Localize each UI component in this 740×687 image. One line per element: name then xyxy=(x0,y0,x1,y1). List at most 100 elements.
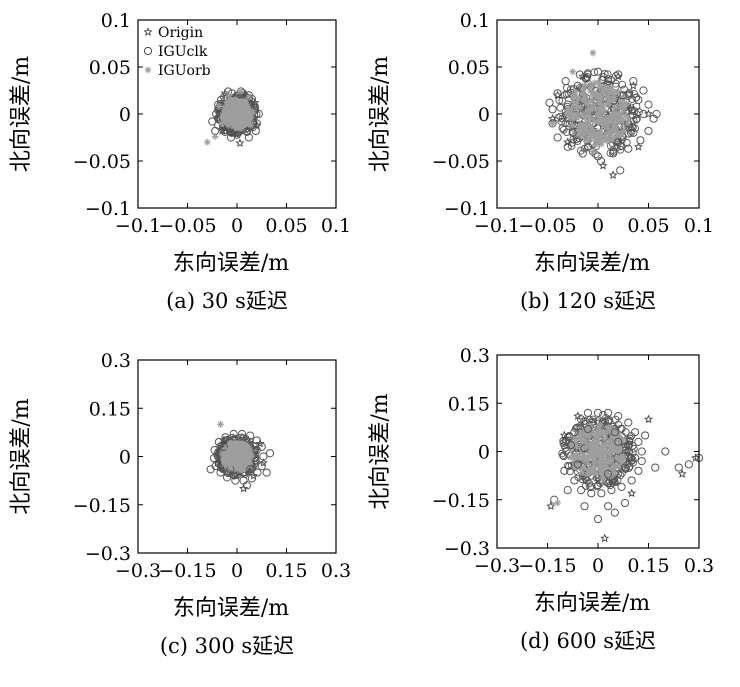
data-point-clk-dense xyxy=(599,411,607,419)
y-tick-label: 0.05 xyxy=(448,57,490,79)
data-point-iguorb xyxy=(604,101,612,108)
data-point-iguorb xyxy=(211,133,219,140)
data-point-iguclk xyxy=(246,431,255,440)
x-tick-label: 0 xyxy=(231,215,243,237)
data-point-iguorb xyxy=(241,459,249,467)
data-point-clk-dense xyxy=(581,482,590,490)
data-point-iguorb xyxy=(594,91,602,99)
data-point-iguclk xyxy=(253,468,262,477)
data-point-iguorb xyxy=(601,451,609,459)
data-point-iguclk xyxy=(247,474,256,483)
data-point-orb-dense xyxy=(611,104,619,112)
y-tick-label: −0.3 xyxy=(85,543,131,565)
data-point-iguorb xyxy=(220,456,228,464)
data-point-iguclk xyxy=(651,463,660,472)
data-point-iguorb xyxy=(221,106,229,114)
data-point-iguclk xyxy=(652,109,661,119)
x-tick-label: −0.1 xyxy=(115,215,161,237)
data-point-iguclk xyxy=(684,460,694,469)
data-point-iguclk xyxy=(242,481,251,490)
panel-caption: (c) 300 s延迟 xyxy=(160,634,294,658)
data-point-iguorb xyxy=(594,129,602,137)
data-point-iguclk xyxy=(627,476,636,485)
y-axis-label: 北向误差/m xyxy=(9,398,34,514)
y-tick-label: 0 xyxy=(478,442,490,464)
data-point-iguclk xyxy=(630,453,640,463)
data-point-clk-dense xyxy=(629,444,638,453)
data-point-orb-dense xyxy=(567,453,575,461)
data-point-iguorb xyxy=(624,115,632,123)
data-point-iguclk xyxy=(561,77,570,86)
data-point-iguorb xyxy=(225,446,233,454)
data-point-origin xyxy=(600,533,610,543)
data-point-orb-dense xyxy=(568,122,576,129)
y-tick-label: −0.1 xyxy=(85,198,131,220)
data-point-iguclk xyxy=(634,95,643,105)
x-tick-label: 0.1 xyxy=(321,215,351,237)
y-tick-label: 0.15 xyxy=(89,398,131,420)
data-point-iguclk xyxy=(617,482,626,491)
data-point-iguorb xyxy=(247,121,255,129)
data-point-orb-dense xyxy=(622,111,630,119)
data-point-iguorb xyxy=(579,96,587,104)
data-point-clk-dense xyxy=(629,449,637,457)
panel-b-120s: −0.1−0.05 0 0.05 0.10.10.050−0.05−0.1东向误差/m… xyxy=(368,10,714,313)
data-point-orb-dense xyxy=(584,460,592,467)
data-point-clk-dense xyxy=(566,467,574,476)
data-point-origin xyxy=(578,71,588,81)
data-point-iguorb xyxy=(614,454,622,462)
series-iguclk xyxy=(545,67,661,175)
data-point-clk-dense xyxy=(616,145,625,154)
data-point-iguclk xyxy=(644,100,653,109)
data-point-iguorb xyxy=(614,110,622,118)
data-point-iguorb xyxy=(594,432,602,439)
data-point-iguclk xyxy=(614,70,623,79)
data-point-iguorb xyxy=(591,457,599,465)
data-point-iguorb xyxy=(233,443,241,451)
data-point-clk-dense xyxy=(562,128,571,137)
data-point-iguorb xyxy=(569,68,577,76)
data-point-iguorb xyxy=(235,101,243,108)
data-point-clk-dense xyxy=(586,483,594,492)
x-tick-label: 0 xyxy=(592,215,604,237)
panel-caption: (d) 600 s延迟 xyxy=(520,629,656,653)
data-point-iguclk xyxy=(570,476,579,485)
data-point-iguclk xyxy=(604,502,613,511)
data-point-iguclk xyxy=(620,463,630,472)
y-tick-label: 0.1 xyxy=(101,10,131,32)
data-point-origin xyxy=(559,430,569,440)
legend-label: Origin xyxy=(158,25,203,41)
data-point-orb-dense xyxy=(596,92,604,100)
data-point-orb-dense xyxy=(576,455,584,462)
data-point-iguclk xyxy=(620,498,630,508)
series-iguorb xyxy=(203,88,257,146)
data-point-iguclk xyxy=(644,126,653,136)
data-point-iguorb xyxy=(594,448,602,455)
data-point-iguclk xyxy=(563,486,572,495)
data-point-clk-dense xyxy=(588,417,597,426)
panel-caption: (b) 120 s延迟 xyxy=(520,289,656,313)
data-point-clk-dense xyxy=(591,150,600,159)
y-tick-label: 0.05 xyxy=(89,57,131,79)
data-point-clk-dense xyxy=(625,464,633,472)
data-point-origin xyxy=(677,469,687,478)
data-point-iguclk xyxy=(216,468,225,477)
y-tick-label: 0.3 xyxy=(101,350,131,372)
data-point-iguclk xyxy=(583,142,593,151)
data-point-iguorb xyxy=(233,462,241,470)
data-point-orb-dense xyxy=(610,89,618,97)
x-tick-label: −0.05 xyxy=(158,215,216,237)
data-point-iguclk xyxy=(634,466,643,475)
data-point-iguclk xyxy=(573,460,582,469)
point-cluster xyxy=(558,411,638,492)
data-point-clk-dense xyxy=(559,439,568,447)
data-point-orb-dense xyxy=(607,426,615,434)
data-point-orb-dense xyxy=(570,91,578,99)
y-tick-label: 0.15 xyxy=(448,393,490,415)
data-point-iguorb xyxy=(599,87,607,94)
data-point-orb-dense xyxy=(221,460,228,468)
data-point-iguorb xyxy=(619,105,627,113)
data-point-orb-dense xyxy=(581,454,588,462)
data-point-iguclk xyxy=(560,466,569,475)
x-tick-label: −0.3 xyxy=(115,560,161,582)
